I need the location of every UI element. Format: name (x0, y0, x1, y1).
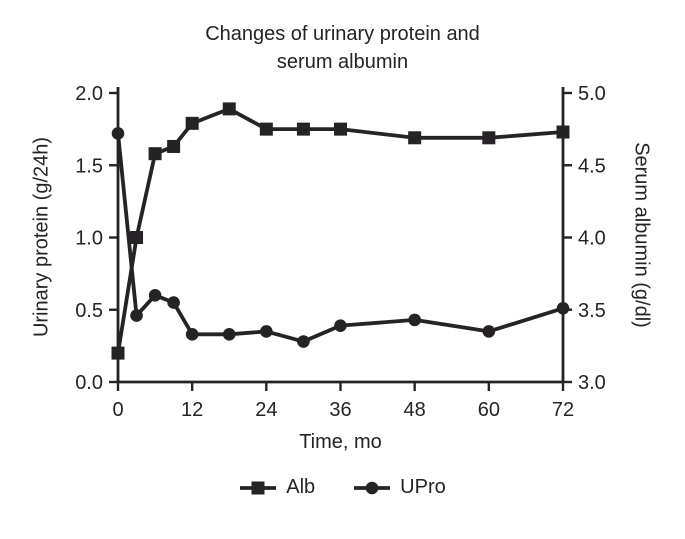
data-point-circle-upro (111, 127, 125, 140)
data-point-square-alb (148, 147, 162, 161)
data-point-square-alb (556, 125, 570, 139)
right-axis-tick-label: 4.0 (578, 228, 606, 250)
left-axis-tick-label: 0.0 (75, 372, 103, 394)
alb-square-marker-icon (240, 481, 277, 494)
data-point-circle-upro (222, 328, 236, 341)
data-point-circle-upro (334, 319, 347, 332)
right-axis-tick-label: 3.5 (578, 300, 606, 322)
legend-label-alb: Alb (286, 476, 316, 498)
upro-circle-marker-icon (354, 481, 391, 494)
left-axis-tick-label: 1.5 (75, 155, 103, 177)
data-point-square-alb (408, 131, 422, 145)
data-point-circle-upro (130, 309, 143, 322)
data-point-circle-upro (185, 328, 199, 341)
data-point-square-alb (334, 122, 347, 136)
x-axis-tick-label: 48 (404, 399, 426, 421)
left-axis-title: Urinary protein (g/24h) (30, 136, 53, 338)
data-point-square-alb (259, 122, 273, 136)
data-point-circle-upro (556, 302, 570, 315)
left-axis-tick-label: 0.5 (75, 300, 103, 322)
x-axis-tick-label: 36 (329, 399, 351, 421)
legend-item-upro: UPro (353, 476, 446, 499)
left-axis-tick-label: 1.0 (75, 228, 103, 250)
left-axis-tick-label: 2.0 (75, 83, 103, 105)
right-axis-tick-label: 3.0 (578, 372, 606, 394)
data-point-circle-upro (408, 313, 421, 327)
x-axis-tick-label: 12 (181, 399, 203, 421)
legend-item-alb: Alb (239, 476, 315, 499)
data-point-square-alb (296, 122, 310, 136)
data-point-circle-upro (167, 296, 180, 309)
chart-title: Changes of urinary protein and serum alb… (0, 20, 685, 76)
x-axis-tick-label: 24 (255, 399, 277, 421)
right-axis-title: Serum albumin (g/dl) (630, 142, 653, 328)
data-point-circle-upro (148, 289, 162, 302)
data-point-square-alb (222, 102, 236, 116)
x-axis-tick-label: 72 (552, 399, 574, 421)
series-line-upro (116, 131, 565, 344)
x-axis-tick-label: 60 (478, 399, 500, 421)
data-point-circle-upro (260, 325, 273, 338)
data-point-square-alb (111, 346, 125, 360)
x-axis-title: Time, mo (299, 431, 382, 453)
data-point-square-alb (167, 139, 181, 153)
data-point-square-alb (185, 116, 199, 130)
right-axis-tick-label: 5.0 (578, 83, 606, 105)
chart-title-line1: Changes of urinary protein and (205, 23, 480, 45)
x-axis-tick-label: 0 (112, 399, 123, 421)
data-point-square-alb (130, 231, 144, 244)
legend: Alb UPro (0, 476, 685, 499)
data-point-circle-upro (297, 335, 310, 348)
right-axis-tick-label: 4.5 (578, 155, 606, 177)
chart-title-line2: serum albumin (276, 51, 409, 73)
series-line-alb (116, 106, 565, 356)
data-point-square-alb (482, 131, 496, 145)
legend-label-upro: UPro (400, 476, 446, 498)
data-point-circle-upro (482, 325, 496, 338)
